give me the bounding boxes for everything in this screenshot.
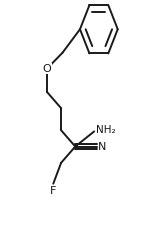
Text: O: O: [43, 64, 51, 74]
Text: N: N: [98, 141, 106, 152]
Text: F: F: [50, 186, 56, 196]
Text: NH₂: NH₂: [96, 125, 115, 135]
